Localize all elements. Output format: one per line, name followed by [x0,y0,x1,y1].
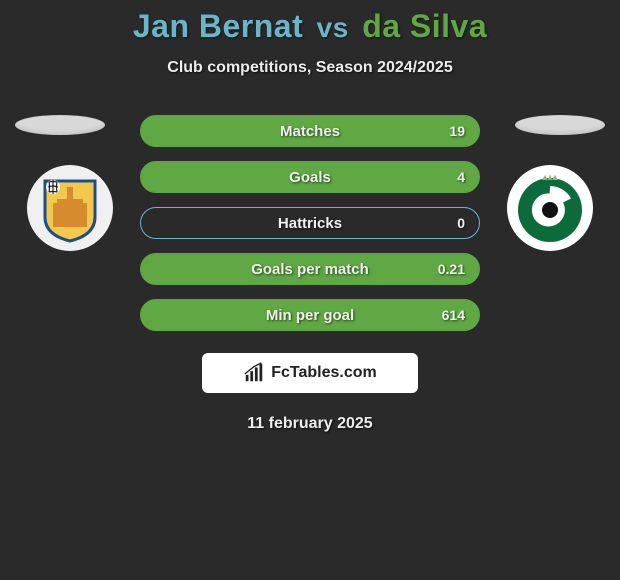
subtitle: Club competitions, Season 2024/2025 [0,59,620,77]
stat-value-right: 0.21 [438,261,465,277]
player2-shadow-ellipse [515,115,605,135]
stat-row: Goals per match0.21 [140,253,480,285]
stat-label: Goals per match [141,261,479,278]
stat-bars: Matches19 Goals4 Hattricks0 Goals per match… [140,115,480,331]
page-title: Jan Bernat vs da Silva [0,8,620,45]
player2-club-logo [507,165,593,251]
stat-row: Matches19 [140,115,480,147]
stat-value-right: 614 [442,307,465,323]
stat-label: Hattricks [141,215,479,232]
vs-text: vs [313,12,353,43]
player1-club-logo [27,165,113,251]
stat-row: Min per goal614 [140,299,480,331]
stat-row: Goals4 [140,161,480,193]
stat-value-right: 4 [457,169,465,185]
stat-label: Min per goal [141,307,479,324]
stat-label: Goals [141,169,479,186]
brand-text: FcTables.com [271,364,377,382]
player1-shadow-ellipse [15,115,105,135]
player1-name: Jan Bernat [133,8,303,44]
stat-value-right: 0 [457,215,465,231]
chart-icon [243,362,265,384]
westerlo-crest-icon [35,173,105,243]
stats-section: Matches19 Goals4 Hattricks0 Goals per match… [0,115,620,331]
cercle-brugge-crest-icon [512,170,588,246]
comparison-card: Jan Bernat vs da Silva Club competitions… [0,0,620,433]
player2-name: da Silva [362,8,487,44]
stat-label: Matches [141,123,479,140]
date-text: 11 february 2025 [0,415,620,433]
stat-row: Hattricks0 [140,207,480,239]
brand-badge: FcTables.com [202,353,418,393]
stat-value-right: 19 [449,123,465,139]
